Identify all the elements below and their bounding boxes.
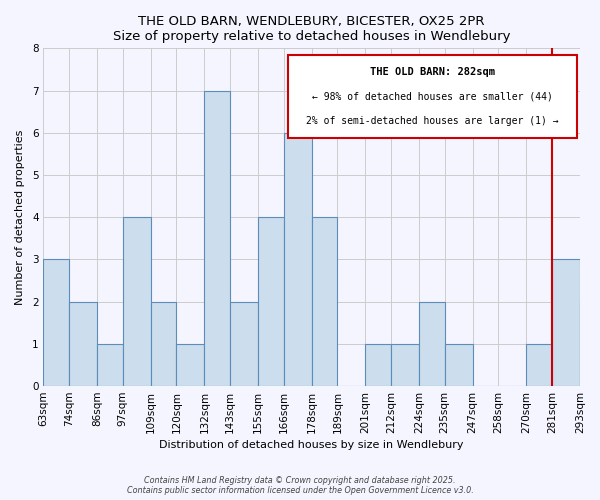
Bar [123, 217, 151, 386]
Text: 2% of semi-detached houses are larger (1) →: 2% of semi-detached houses are larger (1… [306, 116, 559, 126]
Text: ← 98% of detached houses are smaller (44): ← 98% of detached houses are smaller (44… [312, 92, 553, 102]
Bar [258, 217, 284, 386]
Bar [69, 302, 97, 386]
Bar [176, 344, 205, 386]
Text: Contains HM Land Registry data © Crown copyright and database right 2025.
Contai: Contains HM Land Registry data © Crown c… [127, 476, 473, 495]
Bar [230, 302, 258, 386]
Y-axis label: Number of detached properties: Number of detached properties [15, 130, 25, 305]
Bar [391, 344, 419, 386]
X-axis label: Distribution of detached houses by size in Wendlebury: Distribution of detached houses by size … [160, 440, 464, 450]
Bar [312, 217, 337, 386]
Bar [151, 302, 176, 386]
Title: THE OLD BARN, WENDLEBURY, BICESTER, OX25 2PR
Size of property relative to detach: THE OLD BARN, WENDLEBURY, BICESTER, OX25… [113, 15, 511, 43]
Bar [43, 260, 69, 386]
Bar [419, 302, 445, 386]
Bar [284, 133, 312, 386]
Text: THE OLD BARN: 282sqm: THE OLD BARN: 282sqm [370, 66, 495, 76]
FancyBboxPatch shape [287, 55, 577, 138]
Bar [445, 344, 473, 386]
Bar [205, 90, 230, 386]
Bar [365, 344, 391, 386]
Bar [552, 260, 580, 386]
Bar [580, 302, 600, 386]
Bar [97, 344, 123, 386]
Bar [526, 344, 552, 386]
